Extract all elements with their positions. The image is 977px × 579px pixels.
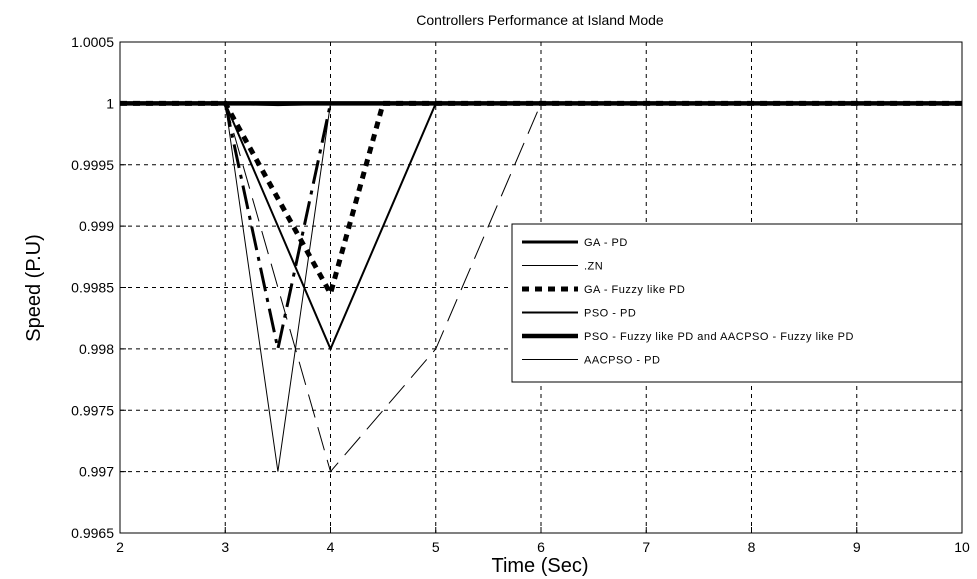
legend-label: GA - PD bbox=[584, 237, 628, 249]
x-tick-label: 6 bbox=[537, 539, 545, 555]
y-tick-label: 1.0005 bbox=[71, 34, 114, 50]
y-tick-label: 0.997 bbox=[79, 464, 114, 480]
y-tick-label: 0.998 bbox=[79, 341, 114, 357]
legend-label: .ZN bbox=[584, 261, 603, 273]
x-tick-label: 2 bbox=[116, 539, 124, 555]
x-axis-title: Time (Sec) bbox=[491, 555, 588, 577]
legend-label: PSO - PD bbox=[584, 308, 636, 320]
legend-label: PSO - Fuzzy like PD and AACPSO - Fuzzy l… bbox=[584, 331, 854, 343]
legend-label: AACPSO - PD bbox=[584, 355, 660, 367]
x-tick-label: 7 bbox=[642, 539, 650, 555]
x-tick-label: 9 bbox=[853, 539, 861, 555]
y-tick-label: 0.9985 bbox=[71, 280, 114, 296]
y-tick-label: 0.9995 bbox=[71, 157, 114, 173]
x-tick-label: 8 bbox=[748, 539, 756, 555]
legend-entries: GA - PD .ZN GA - Fuzzy like PD PSO - PD PSO … bbox=[522, 237, 854, 367]
x-tick-label: 3 bbox=[221, 539, 229, 555]
legend-label: GA - Fuzzy like PD bbox=[584, 284, 685, 296]
legend: GA - PD .ZN GA - Fuzzy like PD PSO - PD PSO … bbox=[511, 223, 963, 383]
y-tick-label: 1 bbox=[106, 95, 114, 111]
x-tick-label: 5 bbox=[432, 539, 440, 555]
y-axis-title: Speed (P.U) bbox=[23, 234, 45, 341]
grid bbox=[120, 42, 962, 533]
y-tick-label: 0.9975 bbox=[71, 402, 114, 418]
y-tick-label: 0.9965 bbox=[71, 525, 114, 541]
axis-ticks: 2 3 4 5 6 7 8 9 10 0.9965 0.997 0.9975 0.998 0.9985 0.… bbox=[71, 34, 970, 555]
x-tick-label: 10 bbox=[954, 539, 970, 555]
series-lines bbox=[120, 100, 962, 473]
chart-title: Controllers Performance at Island Mode bbox=[416, 12, 664, 28]
series-line-aacpso-pd bbox=[120, 102, 962, 472]
x-tick-label: 4 bbox=[327, 539, 335, 555]
y-tick-label: 0.999 bbox=[79, 218, 114, 234]
legend-box bbox=[511, 223, 963, 383]
